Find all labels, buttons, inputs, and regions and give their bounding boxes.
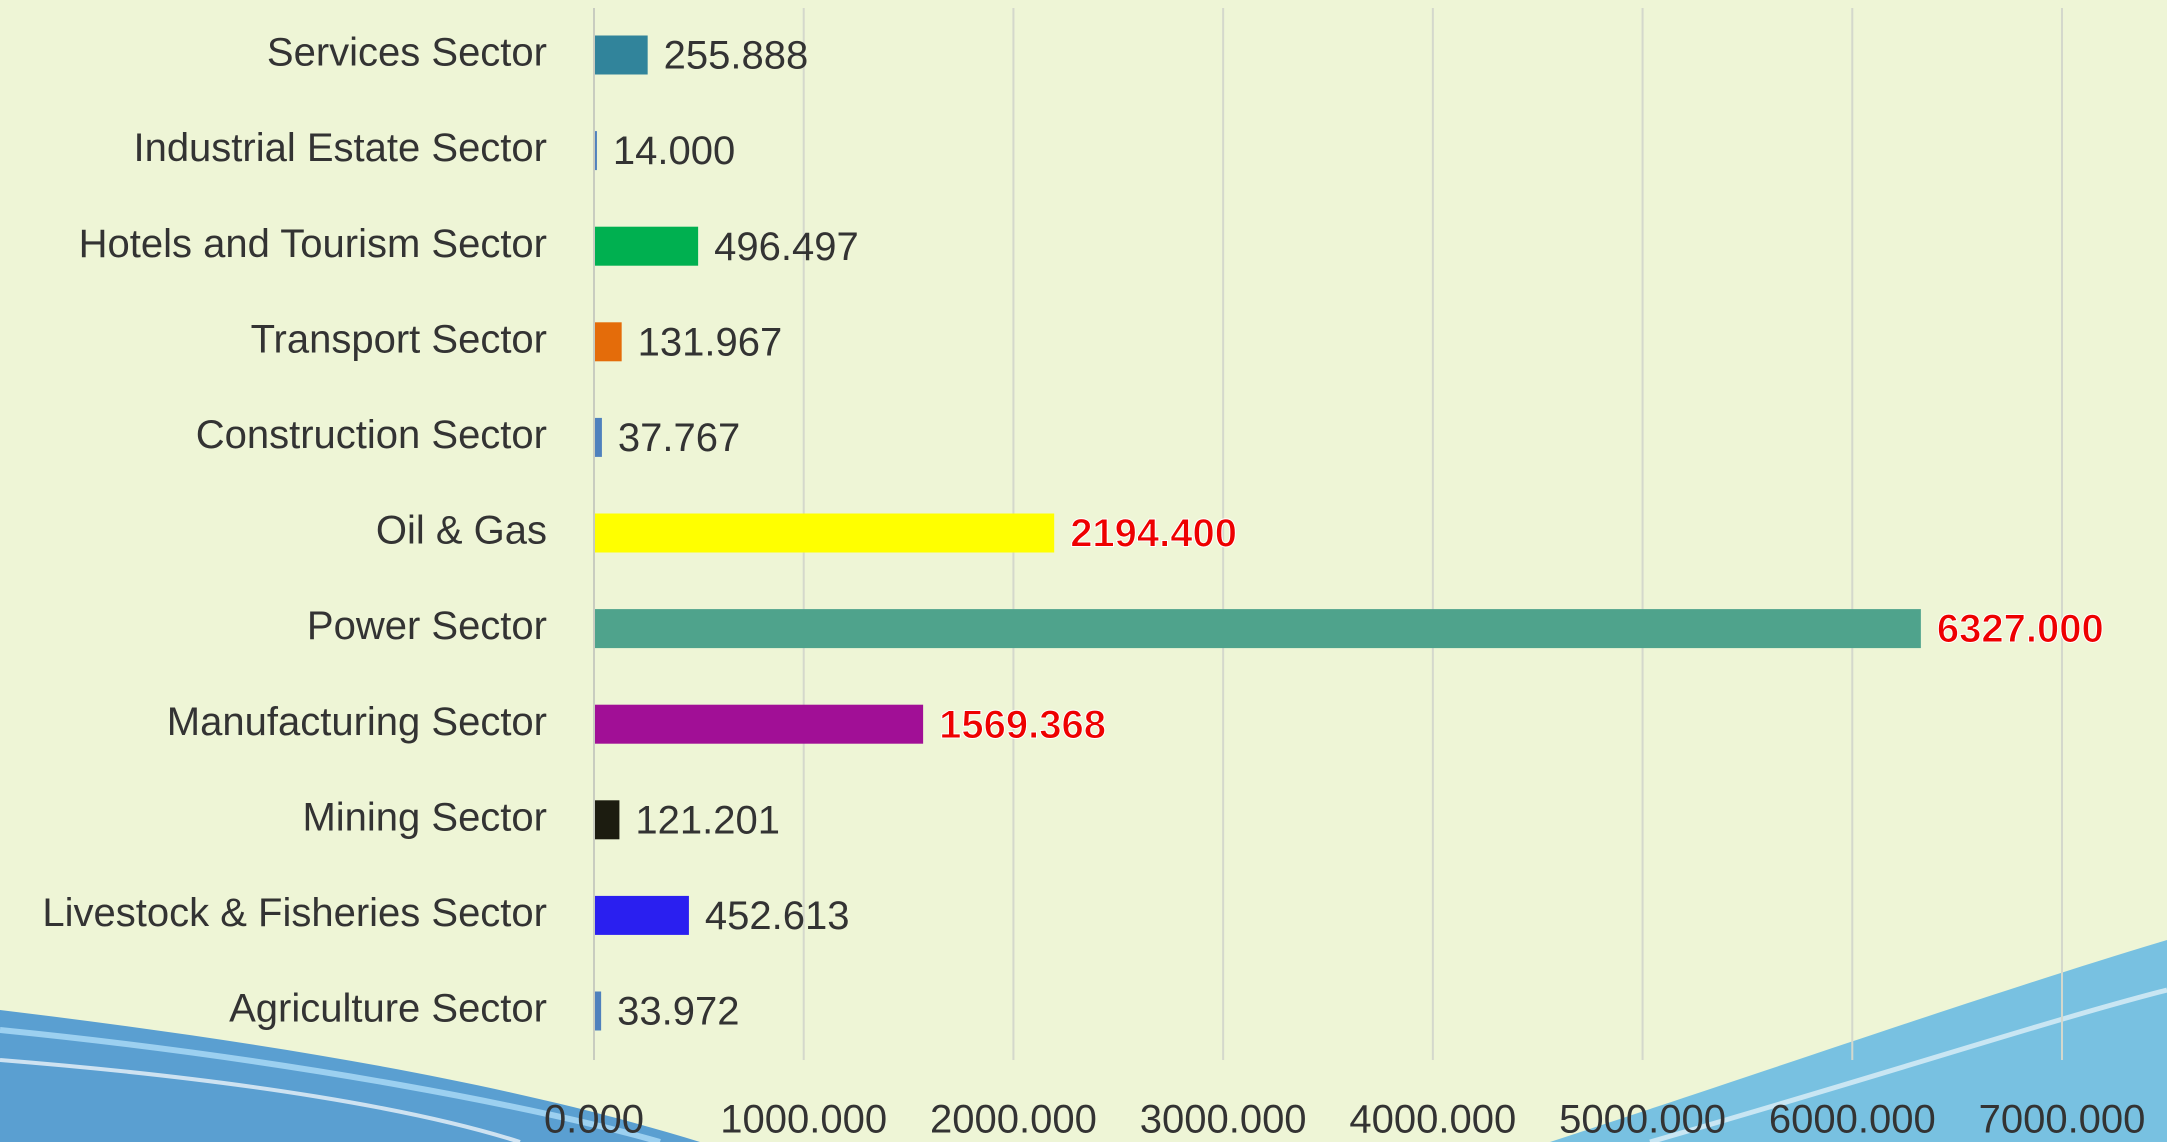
value-label: 131.967 bbox=[638, 320, 783, 364]
value-label: 496.497 bbox=[714, 225, 859, 269]
bar bbox=[594, 35, 648, 75]
value-label: 2194.400 bbox=[1070, 512, 1237, 556]
y-tick-label: Agriculture Sector bbox=[229, 987, 547, 1031]
value-label: 14.000 bbox=[613, 129, 735, 173]
x-tick-label: 4000.000 bbox=[1349, 1098, 1516, 1142]
y-tick-label: Power Sector bbox=[307, 604, 547, 648]
value-label: 37.767 bbox=[618, 416, 740, 460]
y-tick-label: Livestock & Fisheries Sector bbox=[42, 891, 547, 935]
y-tick-label: Mining Sector bbox=[302, 795, 547, 839]
y-tick-label: Manufacturing Sector bbox=[167, 700, 547, 744]
value-label: 1569.368 bbox=[939, 703, 1106, 747]
bar bbox=[594, 226, 699, 266]
bar bbox=[594, 991, 602, 1031]
value-label: 6327.000 bbox=[1937, 607, 2104, 651]
y-tick-label: Oil & Gas bbox=[376, 509, 547, 553]
y-tick-label: Transport Sector bbox=[251, 317, 547, 361]
y-tick-label: Construction Sector bbox=[196, 413, 547, 457]
bar bbox=[594, 417, 602, 457]
bar bbox=[594, 895, 689, 935]
bar bbox=[594, 131, 597, 171]
x-tick-label: 1000.000 bbox=[720, 1098, 887, 1142]
x-tick-label: 6000.000 bbox=[1769, 1098, 1936, 1142]
x-tick-label: 5000.000 bbox=[1559, 1098, 1726, 1142]
value-label: 255.888 bbox=[664, 34, 809, 78]
bar bbox=[594, 322, 622, 362]
bar bbox=[594, 704, 924, 744]
y-tick-label: Services Sector bbox=[267, 31, 547, 75]
value-label: 33.972 bbox=[617, 990, 739, 1034]
value-label: 452.613 bbox=[705, 894, 850, 938]
bar bbox=[594, 513, 1055, 553]
x-tick-label: 7000.000 bbox=[1979, 1098, 2146, 1142]
value-label: 121.201 bbox=[635, 798, 780, 842]
x-tick-label: 0.000 bbox=[544, 1098, 644, 1142]
x-tick-label: 3000.000 bbox=[1140, 1098, 1307, 1142]
x-tick-label: 2000.000 bbox=[930, 1098, 1097, 1142]
y-tick-label: Industrial Estate Sector bbox=[133, 126, 547, 170]
bar bbox=[594, 800, 620, 840]
decoration bbox=[0, 940, 2167, 1142]
y-tick-label: Hotels and Tourism Sector bbox=[79, 222, 547, 266]
bar bbox=[594, 609, 1921, 649]
